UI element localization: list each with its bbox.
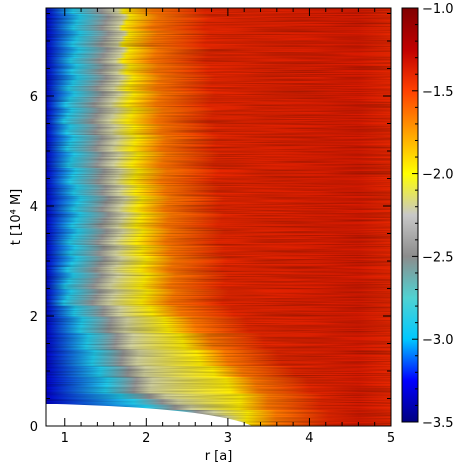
plot-frame bbox=[45, 7, 392, 427]
x-axis-label: r [a] bbox=[205, 449, 233, 464]
y-tick-label: 0 bbox=[30, 420, 38, 435]
x-tick-label: 4 bbox=[305, 431, 313, 446]
colorbar-tick-label: −2.5 bbox=[422, 250, 454, 265]
plot-area bbox=[46, 8, 391, 426]
colorbar-ticks: −1.0 −1.5 −2.0 −2.5 −3.0 −3.5 bbox=[412, 2, 454, 431]
y-axis: 0 2 4 6 bbox=[30, 13, 391, 435]
heatmap-streaks bbox=[46, 8, 391, 426]
colorbar-gradient bbox=[401, 7, 419, 423]
colorbar-tick-label: −1.5 bbox=[422, 85, 454, 100]
colorbar: −1.0 −1.5 −2.0 −2.5 −3.0 −3.5 bbox=[401, 2, 454, 431]
x-tick-label: 5 bbox=[387, 431, 395, 446]
empty-inner-region bbox=[46, 404, 253, 426]
colorbar-tick-label: −1.0 bbox=[422, 2, 454, 17]
x-tick-label: 2 bbox=[142, 431, 150, 446]
y-tick-label: 6 bbox=[30, 90, 38, 105]
x-tick-label: 1 bbox=[61, 431, 69, 446]
y-tick-label: 2 bbox=[30, 310, 38, 325]
y-axis-label: t [10⁴ M] bbox=[9, 189, 24, 245]
colorbar-tick-label: −3.0 bbox=[422, 333, 454, 348]
x-tick-label: 3 bbox=[224, 431, 232, 446]
colorbar-tick-label: −3.5 bbox=[422, 416, 454, 431]
y-tick-label: 4 bbox=[30, 200, 38, 215]
x-axis: 1 2 3 4 5 bbox=[61, 8, 395, 446]
colorbar-tick-label: −2.0 bbox=[422, 168, 454, 183]
